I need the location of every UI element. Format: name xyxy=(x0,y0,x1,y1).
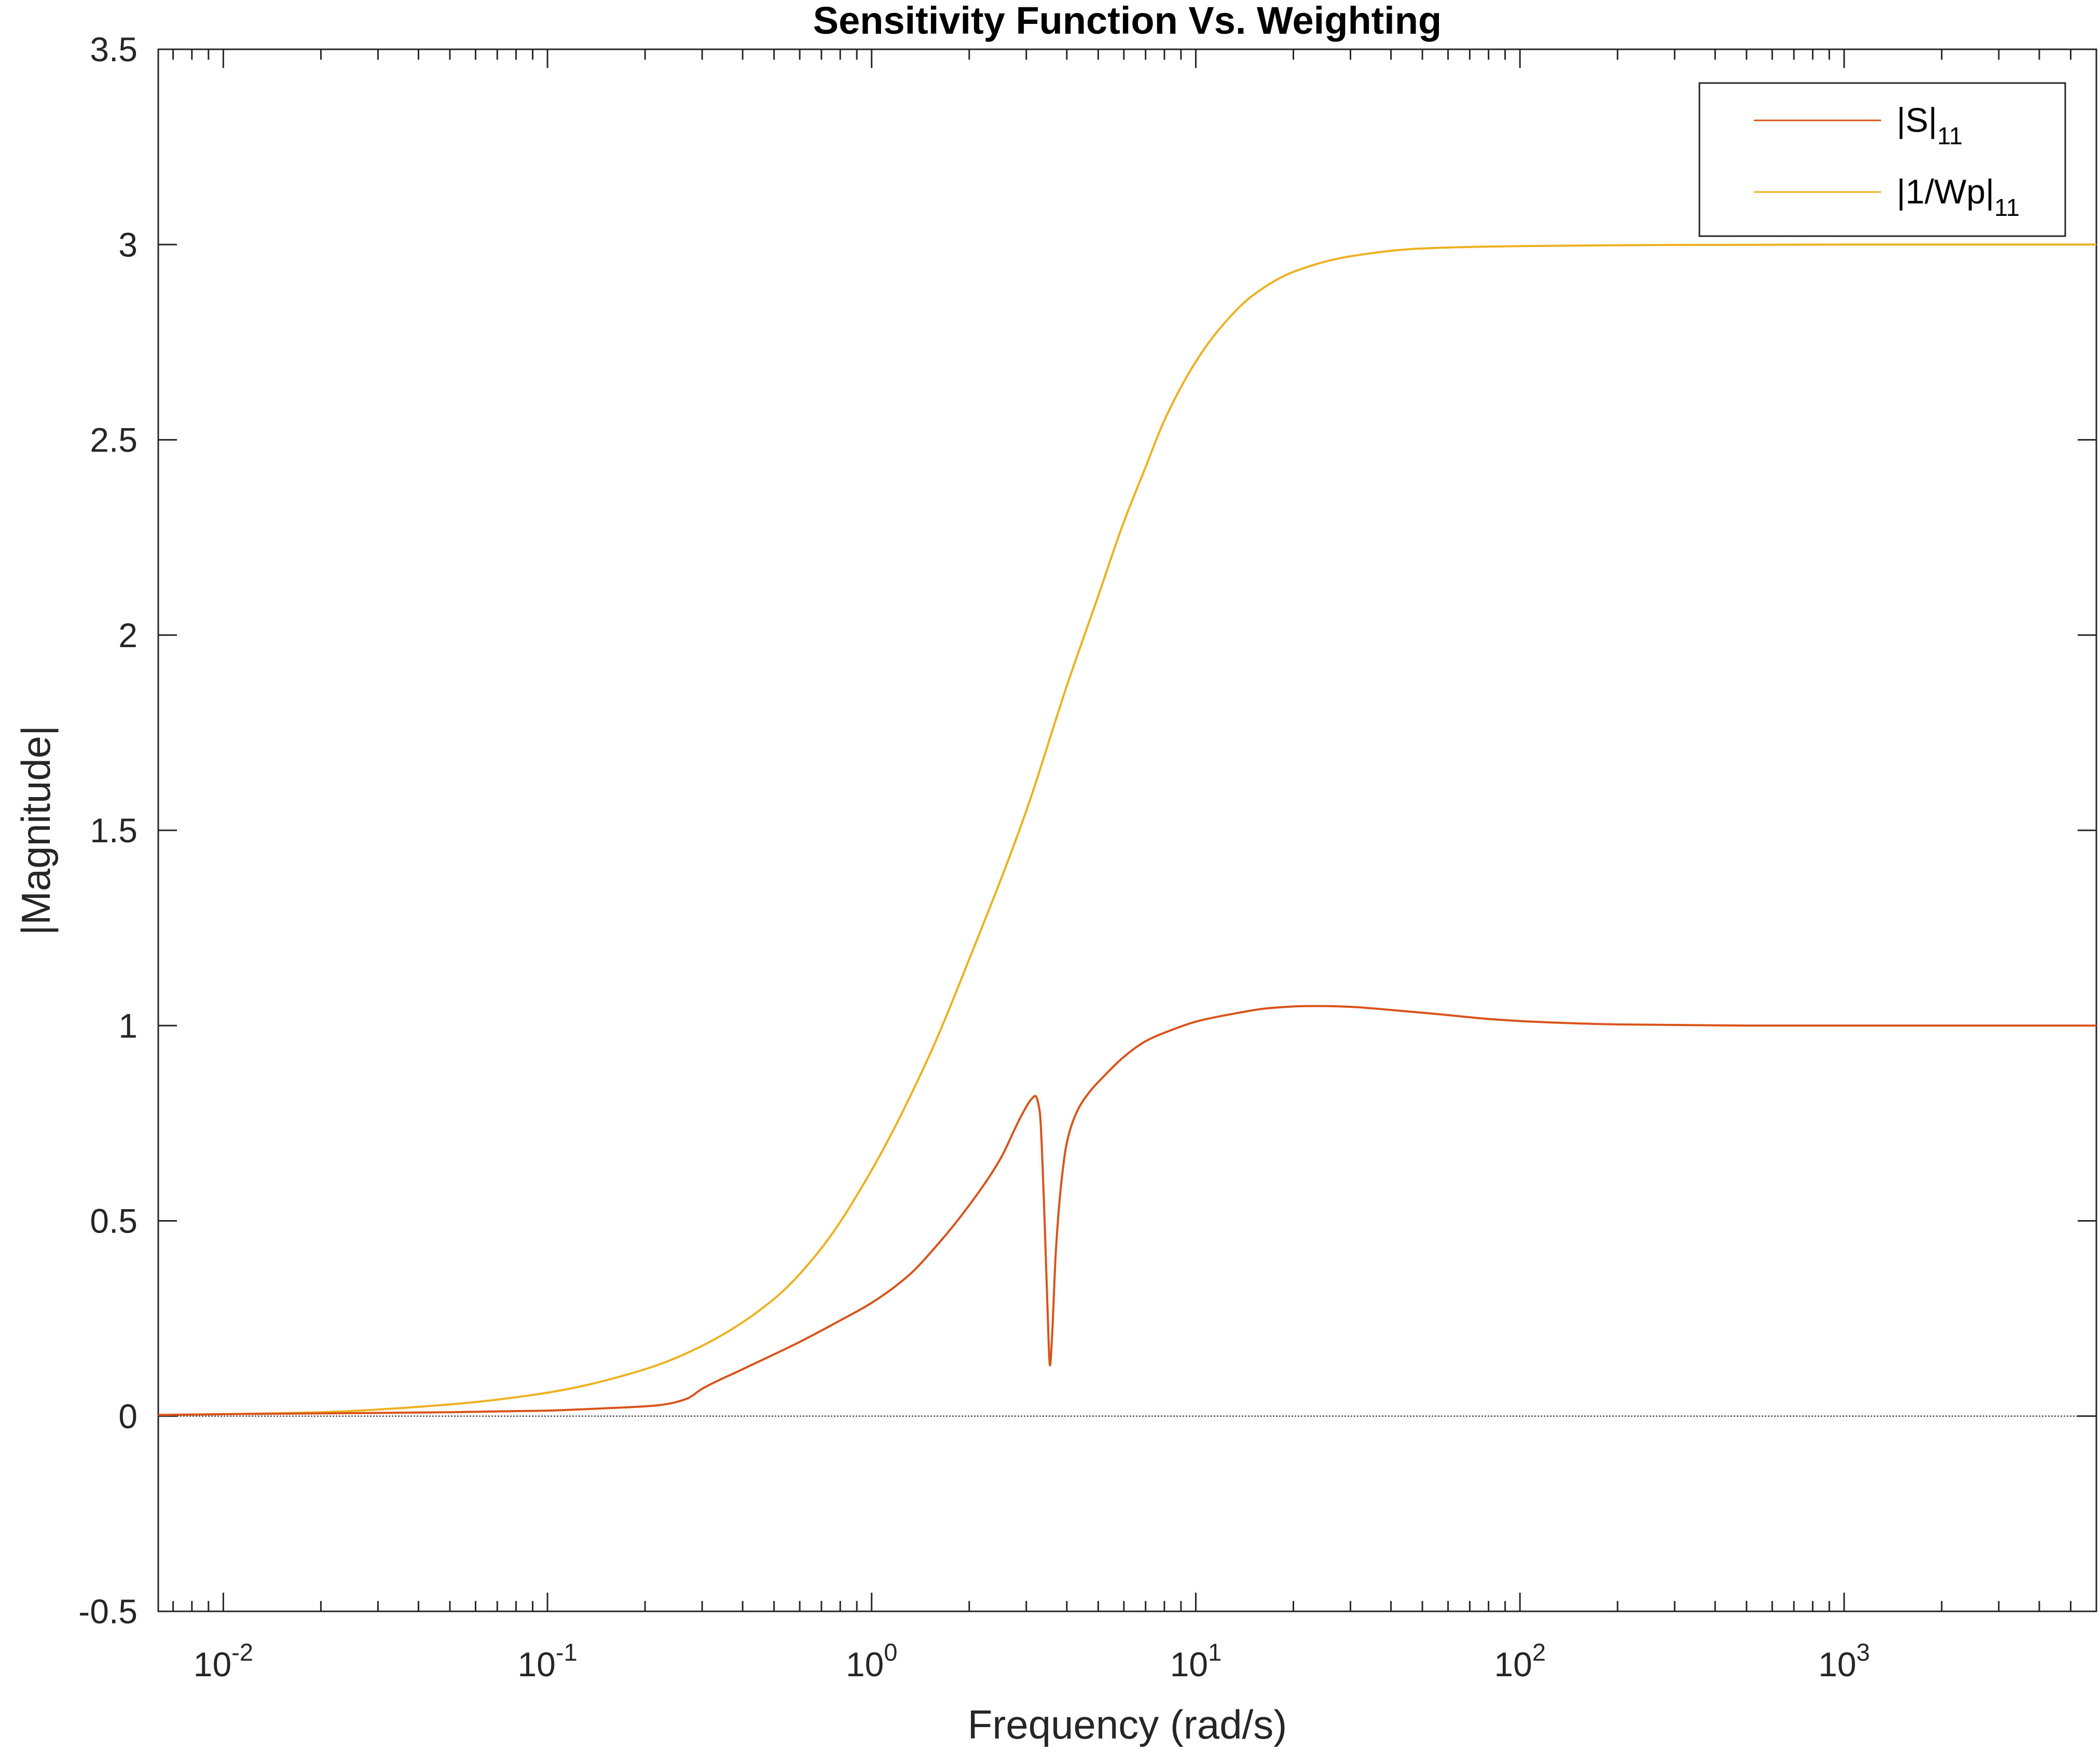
x-tick-labels: 10-2 10-1 100 101 102 103 xyxy=(194,1638,1870,1683)
legend-entry-sensitivity: |S|11 xyxy=(1897,101,1962,149)
y-tick-label: 3 xyxy=(118,225,138,264)
legend-entry-weighting: |1/Wp|11 xyxy=(1897,172,2020,221)
x-tick-label: 101 xyxy=(1170,1638,1222,1683)
y-tick-labels: -0.5 0 0.5 1 1.5 2 2.5 3 3.5 xyxy=(78,30,138,1631)
y-tick-label: 0.5 xyxy=(90,1202,138,1240)
plot-area xyxy=(157,48,2097,1612)
legend-subscript-sensitivity: 11 xyxy=(1937,122,1962,149)
y-tick-label: -0.5 xyxy=(78,1592,138,1631)
legend-box xyxy=(1698,82,2066,237)
legend: |S|11 |1/Wp|11 xyxy=(1698,82,2066,237)
legend-subscript-weighting: 11 xyxy=(1994,194,2020,221)
x-axis-title: Frequency (rad/s) xyxy=(968,1702,1287,1747)
series-line-sensitivity xyxy=(158,1005,2096,1416)
y-tick-label: 1.5 xyxy=(90,811,138,850)
y-tick-label: 3.5 xyxy=(90,30,138,69)
x-tick-label: 103 xyxy=(1818,1638,1870,1683)
y-axis-title: |Magnitude| xyxy=(13,726,59,936)
x-tick-label: 10-2 xyxy=(194,1638,253,1683)
y-tick-label: 1 xyxy=(118,1006,138,1045)
series-layer xyxy=(158,243,2096,1416)
y-tick-label: 2.5 xyxy=(90,421,138,459)
x-tick-label: 102 xyxy=(1494,1638,1546,1683)
chart-title: Sensitivity Function Vs. Weighting xyxy=(813,0,1442,42)
series-line-weighting xyxy=(158,243,2096,1416)
axis-ticks xyxy=(158,48,2097,1612)
legend-label-weighting: |1/Wp| xyxy=(1897,172,1994,211)
x-tick-label: 10-1 xyxy=(517,1638,577,1683)
y-tick-label: 2 xyxy=(118,616,138,654)
y-tick-label: 0 xyxy=(118,1397,138,1435)
legend-label-sensitivity: |S| xyxy=(1897,101,1937,139)
x-tick-label: 100 xyxy=(846,1638,898,1683)
